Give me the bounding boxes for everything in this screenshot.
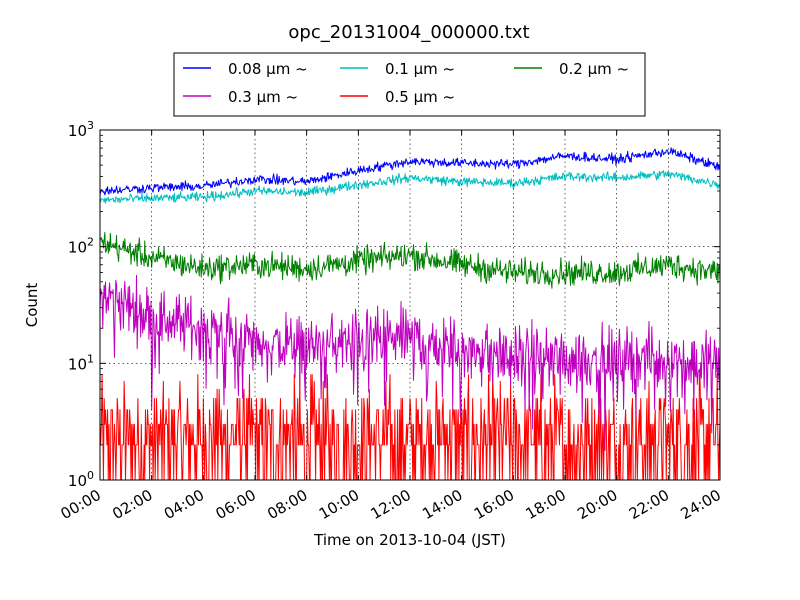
legend-label-3: 0.3 μm ~ xyxy=(228,88,298,106)
y-tick-label: 103 xyxy=(68,119,94,140)
legend-label-0: 0.08 μm ~ xyxy=(228,60,308,78)
legend-box xyxy=(173,52,646,117)
y-tick-base: 10 xyxy=(68,122,87,140)
y-tick-exponent: 2 xyxy=(87,236,94,249)
chart-title: opc_20131004_000000.txt xyxy=(288,22,529,43)
legend: 0.08 μm ~ 0.1 μm ~ 0.2 μm ~ 0.3 μm ~ 0.5 μm … xyxy=(173,52,646,117)
y-tick-base: 10 xyxy=(68,355,87,373)
series-line-1 xyxy=(99,170,721,204)
series-line-0 xyxy=(99,147,721,196)
y-tick-label: 102 xyxy=(68,236,94,257)
y-tick-label: 101 xyxy=(68,352,94,373)
y-tick-exponent: 0 xyxy=(87,469,94,482)
y-tick-base: 10 xyxy=(68,239,87,257)
legend-label-1: 0.1 μm ~ xyxy=(385,60,455,78)
y-tick-label: 100 xyxy=(68,469,94,490)
y-axis-label: Count xyxy=(23,283,41,328)
y-tick-exponent: 3 xyxy=(87,119,94,132)
legend-label-2: 0.2 μm ~ xyxy=(559,60,629,78)
legend-label-4: 0.5 μm ~ xyxy=(385,88,455,106)
y-tick-base: 10 xyxy=(68,472,87,490)
x-axis-label: Time on 2013-10-04 (JST) xyxy=(313,531,506,549)
y-tick-exponent: 1 xyxy=(87,352,94,365)
